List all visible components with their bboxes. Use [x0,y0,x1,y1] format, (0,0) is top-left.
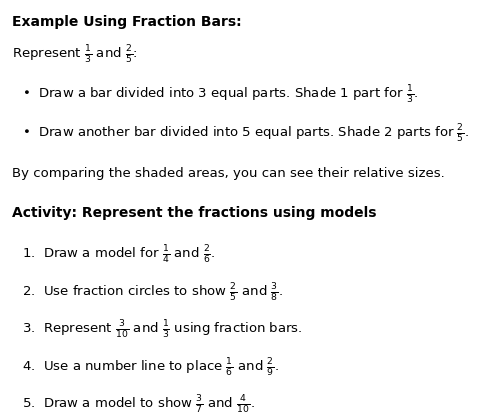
Text: 5.  Draw a model to show $\frac{3}{7}$ and $\frac{4}{10}$.: 5. Draw a model to show $\frac{3}{7}$ an… [22,394,255,416]
Text: 2.  Use fraction circles to show $\frac{2}{5}$ and $\frac{3}{8}$.: 2. Use fraction circles to show $\frac{2… [22,281,283,304]
Text: Example Using Fraction Bars:: Example Using Fraction Bars: [12,15,242,29]
Text: 1.  Draw a model for $\frac{1}{4}$ and $\frac{2}{6}$.: 1. Draw a model for $\frac{1}{4}$ and $\… [22,244,216,266]
Text: 3.  Represent $\frac{3}{10}$ and $\frac{1}{3}$ using fraction bars.: 3. Represent $\frac{3}{10}$ and $\frac{1… [22,319,303,341]
Text: Activity: Represent the fractions using models: Activity: Represent the fractions using … [12,206,377,221]
Text: Represent $\mathregular{\frac{1}{3}}$ and $\mathregular{\frac{2}{5}}$:: Represent $\mathregular{\frac{1}{3}}$ an… [12,44,138,66]
Text: 4.  Use a number line to place $\frac{1}{6}$ and $\frac{2}{9}$.: 4. Use a number line to place $\frac{1}{… [22,357,279,379]
Text: •  Draw a bar divided into 3 equal parts. Shade 1 part for $\frac{1}{3}$.: • Draw a bar divided into 3 equal parts.… [22,83,419,106]
Text: By comparing the shaded areas, you can see their relative sizes.: By comparing the shaded areas, you can s… [12,167,445,180]
Text: •  Draw another bar divided into 5 equal parts. Shade 2 parts for $\frac{2}{5}$.: • Draw another bar divided into 5 equal … [22,123,470,145]
